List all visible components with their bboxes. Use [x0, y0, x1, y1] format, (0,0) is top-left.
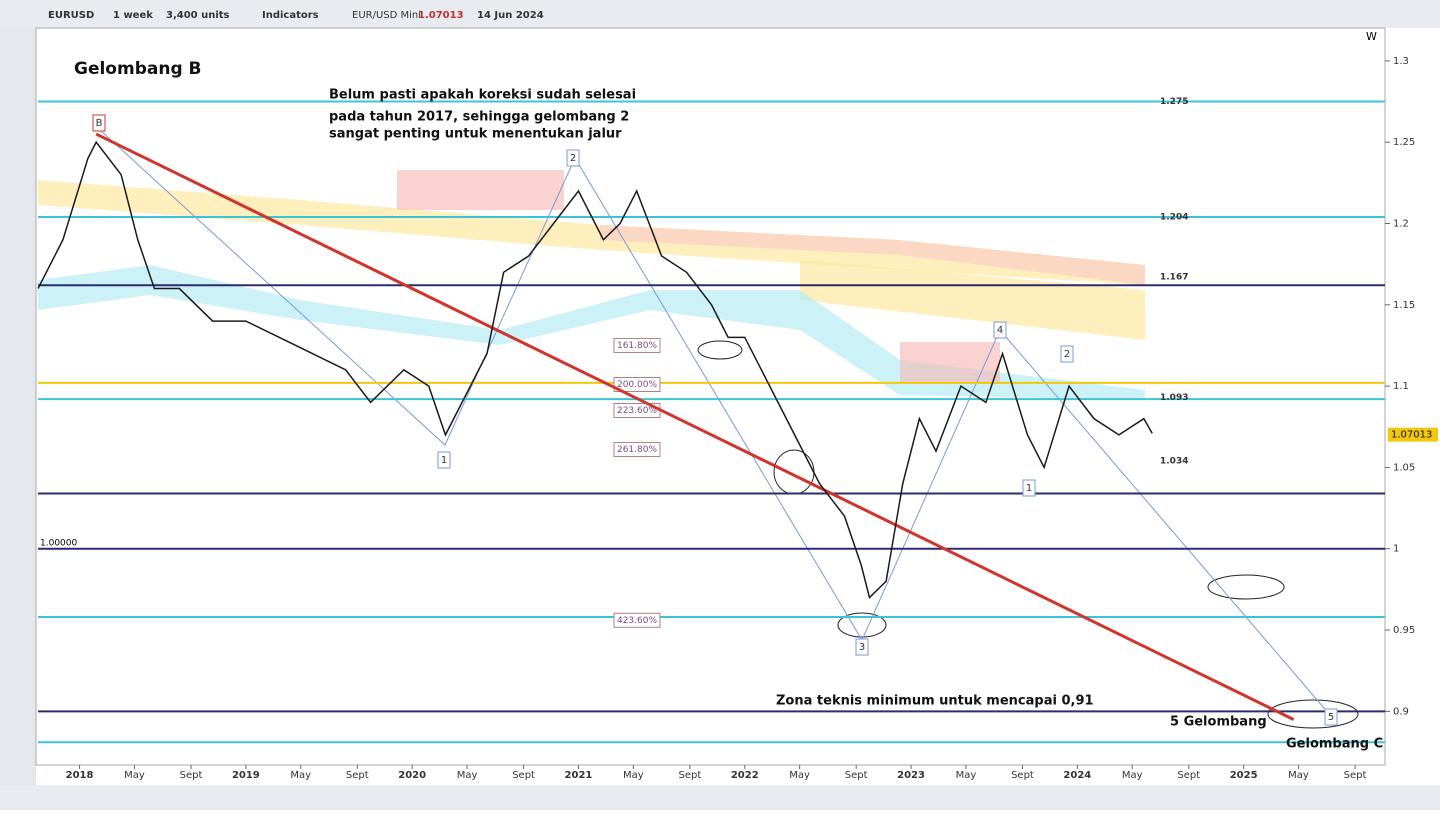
ellipse [697, 340, 743, 360]
wave-label: 2 [570, 153, 576, 164]
x-tick-label: May [956, 770, 977, 781]
ma-band [600, 225, 1145, 285]
x-tick-label: 2019 [232, 770, 260, 781]
fib-box [613, 376, 661, 392]
timeframe: W [1366, 30, 1377, 43]
wave-label: 4 [997, 325, 1003, 336]
x-tick-label: 2020 [398, 770, 426, 781]
annotation: Gelombang C [1286, 737, 1383, 752]
price-line [37, 140, 1153, 599]
annotation: Gelombang B [74, 59, 202, 79]
wave-box [566, 149, 580, 167]
x-tick-label: 2024 [1063, 770, 1091, 781]
y-tick-label: 1.15 [1393, 300, 1415, 311]
level-label: 1.204 [1160, 213, 1188, 223]
fib-label: 161.80% [617, 341, 657, 351]
x-tick-label: Sept [346, 770, 369, 781]
x-tick-label: 2025 [1230, 770, 1258, 781]
annotation: pada tahun 2017, sehingga gelombang 2 [329, 110, 629, 125]
x-tick-label: May [457, 770, 478, 781]
y-tick-label: 1 [1393, 544, 1399, 555]
price-tag [1388, 427, 1438, 442]
x-tick-label: Sept [1177, 770, 1200, 781]
annotation: 5 Gelombang [1170, 715, 1267, 730]
x-tick-label: Sept [1011, 770, 1034, 781]
ellipse [1267, 699, 1359, 729]
x-tick-label: May [623, 770, 644, 781]
wave-box [92, 114, 106, 132]
top-toolbar [0, 0, 1440, 28]
annotation: Zona teknis minimum untuk mencapai 0,91 [776, 694, 1094, 709]
x-tick-label: May [1288, 770, 1309, 781]
wave-box [993, 321, 1007, 339]
wave-label: 1 [1026, 483, 1032, 494]
wave-label: B [96, 118, 103, 129]
zone [900, 342, 1000, 384]
units[interactable]: 3,400 units [166, 10, 230, 21]
level-label: 1.093 [1160, 393, 1188, 403]
annotation: sangat penting untuk menentukan jalur [329, 127, 622, 142]
ma-band [800, 260, 1145, 340]
wave-label: 2 [1064, 349, 1070, 360]
instrument: EUR/USD Mini [352, 10, 421, 21]
y-tick-label: 1.05 [1393, 462, 1415, 473]
wave-box [437, 451, 451, 469]
x-tick-label: Sept [678, 770, 701, 781]
wave-label: 3 [859, 642, 865, 653]
x-tick-label: May [1122, 770, 1143, 781]
ellipse [837, 612, 887, 638]
date: 14 Jun 2024 [477, 10, 544, 21]
y-tick-label: 1.25 [1393, 137, 1415, 148]
x-tick-label: Sept [512, 770, 535, 781]
x-tick-label: Sept [845, 770, 868, 781]
x-tick-label: May [290, 770, 311, 781]
y-tick-label: 1.1 [1393, 381, 1409, 392]
fib-label: 261.80% [617, 445, 657, 455]
x-tick-label: 2023 [897, 770, 925, 781]
level-label: 1.275 [1160, 97, 1188, 107]
fib-label: 423.60% [617, 616, 657, 626]
period[interactable]: 1 week [113, 10, 153, 21]
zone [397, 170, 564, 210]
x-tick-label: 2022 [731, 770, 759, 781]
fib-box [613, 442, 661, 458]
x-tick-label: May [789, 770, 810, 781]
y-tick-label: 0.9 [1393, 706, 1409, 717]
wave-label: 1 [441, 455, 447, 466]
wave-box [1060, 345, 1074, 363]
plot-area [35, 27, 1386, 766]
wave-box [1324, 708, 1338, 726]
ma-band [38, 180, 1145, 285]
ma-band [38, 265, 1145, 400]
fib-box [613, 612, 661, 628]
level-label: 1.034 [1160, 456, 1188, 466]
x-tick-label: 2018 [66, 770, 94, 781]
x-tick-label: Sept [1344, 770, 1367, 781]
x-tick-label: May [124, 770, 145, 781]
fib-box [613, 337, 661, 353]
bottom-toolbar [0, 785, 1440, 810]
y-tick-label: 1.3 [1393, 56, 1409, 67]
x-tick-label: 2021 [565, 770, 593, 781]
level-label: 1.167 [1160, 273, 1188, 283]
annotation: Belum pasti apakah koreksi sudah selesai [329, 88, 636, 103]
ellipse [1207, 574, 1285, 600]
x-tick-label: Sept [180, 770, 203, 781]
y-tick-label: 1.2 [1393, 219, 1409, 230]
price: 1.07013 [418, 10, 464, 21]
fib-label: 223.60% [617, 406, 657, 416]
fib-label: 200.00% [617, 380, 657, 390]
wave-box [855, 638, 869, 656]
wave-label: 5 [1328, 712, 1334, 723]
wave-box [1022, 479, 1036, 497]
trendline [95, 132, 1295, 721]
indicators[interactable]: Indicators [262, 10, 319, 21]
level-text: 1.00000 [40, 539, 77, 549]
y-tick-label: 0.95 [1393, 625, 1415, 636]
left-toolbar [0, 28, 36, 785]
symbol[interactable]: EURUSD [48, 10, 94, 21]
price-tag-label: 1.07013 [1391, 430, 1432, 441]
